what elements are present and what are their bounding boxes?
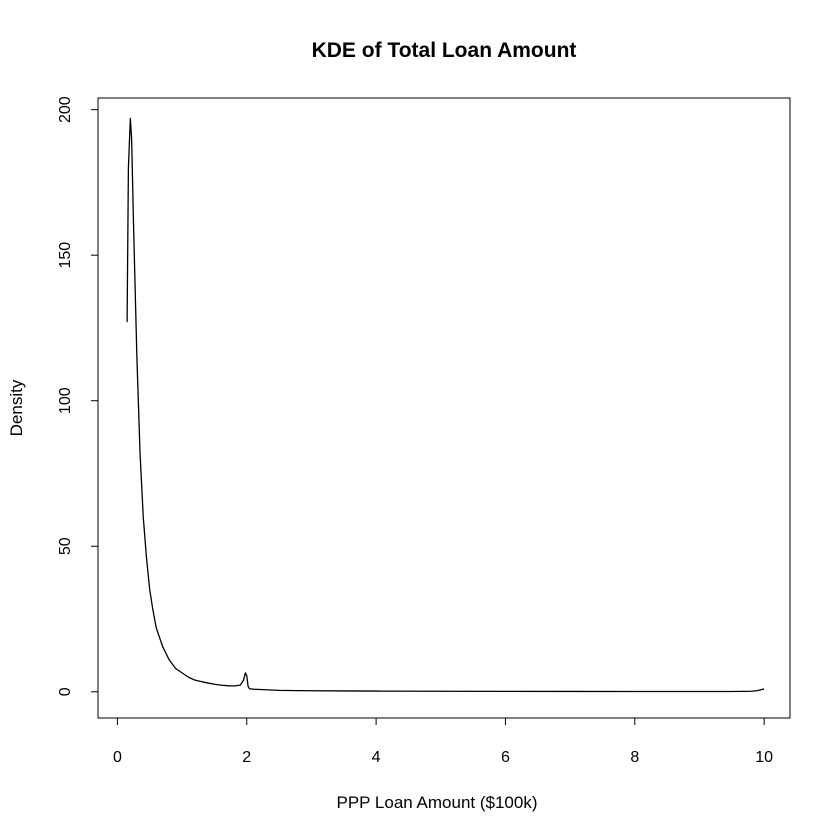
chart-title: KDE of Total Loan Amount (312, 39, 577, 62)
x-tick-label: 2 (242, 749, 251, 766)
y-axis: 0 50 100 150 200 (57, 96, 99, 696)
x-axis: 0 2 4 6 8 10 (113, 717, 773, 766)
x-tick-label: 8 (630, 749, 639, 766)
x-tick-label: 4 (372, 749, 381, 766)
y-tick-label: 0 (57, 687, 74, 696)
x-tick-label: 0 (113, 749, 122, 766)
y-tick-label: 50 (57, 537, 74, 555)
x-tick-label: 10 (755, 749, 773, 766)
y-tick-label: 200 (57, 96, 74, 123)
density-line (126, 117, 765, 693)
x-tick-label: 6 (501, 749, 510, 766)
y-axis-title: Density (7, 379, 26, 436)
plot-frame (97, 97, 791, 719)
y-tick-label: 150 (57, 242, 74, 269)
x-axis-title: PPP Loan Amount ($100k) (337, 793, 538, 812)
y-tick-label: 100 (57, 387, 74, 414)
